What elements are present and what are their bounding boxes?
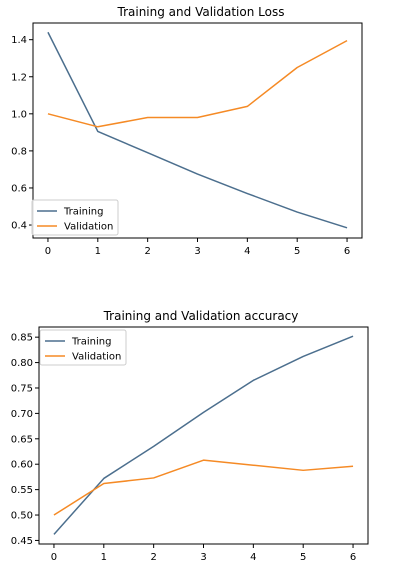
plot-area bbox=[54, 336, 353, 534]
x-tick-label: 0 bbox=[51, 552, 57, 563]
y-tick-label: 1.4 bbox=[11, 35, 27, 46]
series-line-training bbox=[54, 336, 353, 534]
y-tick-label: 0.50 bbox=[11, 511, 33, 522]
x-tick-label: 2 bbox=[144, 246, 150, 257]
y-tick-label: 0.85 bbox=[11, 333, 33, 344]
x-tick-label: 3 bbox=[194, 246, 200, 257]
y-tick-label: 0.60 bbox=[11, 460, 33, 471]
y-tick-label: 0.45 bbox=[11, 536, 33, 547]
y-tick-label: 1.0 bbox=[11, 109, 27, 120]
x-tick-label: 2 bbox=[150, 552, 156, 563]
y-tick-label: 0.8 bbox=[11, 146, 27, 157]
x-tick-label: 5 bbox=[294, 246, 300, 257]
accuracy-chart: Training and Validation accuracy 0 1 2 3 4 5 6… bbox=[11, 309, 368, 563]
x-tick-label: 1 bbox=[101, 552, 107, 563]
x-tick-label: 6 bbox=[344, 246, 350, 257]
y-tick-label: 0.6 bbox=[11, 183, 27, 194]
legend: Training Validation bbox=[32, 200, 118, 235]
x-tick-label: 3 bbox=[200, 552, 206, 563]
y-tick-label: 1.2 bbox=[11, 72, 27, 83]
legend-label: Training bbox=[71, 337, 111, 348]
y-tick-label: 0.70 bbox=[11, 409, 33, 420]
y-tick-label: 0.80 bbox=[11, 358, 33, 369]
series-line-training bbox=[48, 32, 347, 228]
y-tick-label: 0.65 bbox=[11, 434, 33, 445]
y-axis: 0.4 0.6 0.8 1.0 1.2 1.4 bbox=[11, 35, 33, 231]
y-axis: 0.45 0.50 0.55 0.60 0.65 0.70 0.75 0.80 0.85 bbox=[11, 333, 39, 547]
y-tick-label: 0.75 bbox=[11, 383, 33, 394]
chart-title: Training and Validation Loss bbox=[117, 5, 285, 19]
y-tick-label: 0.4 bbox=[11, 221, 27, 232]
x-tick-label: 5 bbox=[300, 552, 306, 563]
series-line-validation bbox=[54, 460, 353, 515]
legend: Training Validation bbox=[40, 330, 126, 365]
x-tick-label: 4 bbox=[244, 246, 250, 257]
x-tick-label: 6 bbox=[350, 552, 356, 563]
chart-title: Training and Validation accuracy bbox=[103, 309, 299, 323]
x-tick-label: 0 bbox=[45, 246, 51, 257]
legend-label: Validation bbox=[64, 222, 113, 233]
x-tick-label: 4 bbox=[250, 552, 256, 563]
x-axis: 0 1 2 3 4 5 6 bbox=[45, 238, 350, 257]
loss-chart: Training and Validation Loss 0 1 2 3 4 5 6 0.4… bbox=[11, 5, 362, 257]
legend-label: Training bbox=[63, 207, 103, 218]
series-line-validation bbox=[48, 41, 347, 127]
y-tick-label: 0.55 bbox=[11, 485, 33, 496]
x-tick-label: 1 bbox=[95, 246, 101, 257]
x-axis: 0 1 2 3 4 5 6 bbox=[51, 544, 356, 563]
legend-label: Validation bbox=[72, 352, 121, 363]
plot-area bbox=[48, 32, 347, 228]
